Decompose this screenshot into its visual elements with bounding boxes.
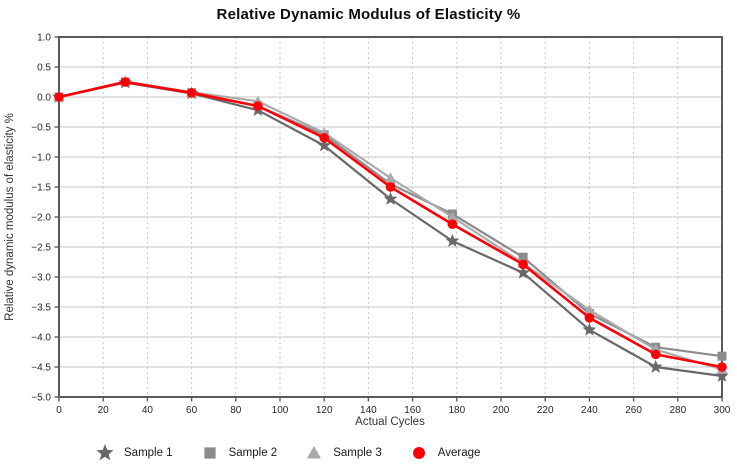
circle-marker [54, 92, 64, 102]
star-icon [96, 444, 114, 461]
circle-marker [584, 313, 595, 323]
circle-marker [650, 349, 661, 360]
y-tick-label: −3.0 [31, 273, 51, 284]
circle-marker [120, 77, 131, 87]
plot-border [58, 36, 723, 398]
y-tick-label: −4.5 [31, 363, 51, 374]
series-sample-2 [54, 77, 727, 361]
circle-marker [447, 219, 458, 229]
series-average [54, 77, 727, 372]
axis-ticks: 1.0 0.5 0.0 −0.5 −1.0 −1.5 −2.0 −2.5 −3.0 −3.5 −4.… [31, 33, 731, 417]
x-tick-label: 160 [404, 405, 421, 416]
triangle-marker [446, 211, 458, 222]
y-tick-label: −1.5 [31, 183, 51, 194]
circle-marker [319, 133, 330, 143]
y-tick-label: 0.5 [37, 63, 51, 74]
x-tick-label: 20 [98, 405, 110, 416]
circle-marker [518, 259, 528, 270]
square-icon [203, 447, 216, 459]
square-marker [717, 351, 727, 361]
y-tick-label: −5.0 [31, 393, 51, 404]
chart-canvas: 1.0 0.5 0.0 −0.5 −1.0 −1.5 −2.0 −2.5 −3.0 −3.5 −4.… [4, 33, 731, 429]
triangle-icon [307, 446, 322, 459]
square-icon-shape [203, 447, 216, 459]
x-tick-label: 280 [669, 405, 686, 416]
star-marker [582, 322, 597, 336]
chart-legend: Sample 1 Sample 2 Sample 3 Average [95, 444, 480, 462]
star-marker [445, 233, 460, 247]
y-tick-label: −3.5 [31, 303, 51, 314]
x-tick-label: 140 [360, 405, 377, 416]
y-axis-label: Relative dynamic modulus of elasticity % [4, 113, 16, 321]
chart-title: Relative Dynamic Modulus of Elasticity % [216, 6, 521, 23]
legend-label-sample-3: Sample 3 [333, 447, 382, 459]
circle-marker [717, 362, 727, 372]
series-sample-1 [52, 75, 729, 382]
square-marker [518, 252, 528, 262]
y-tick-label: −4.0 [31, 333, 51, 344]
data-series [52, 75, 729, 382]
x-tick-label: 300 [714, 405, 731, 416]
legend-item-sample-3: Sample 3 [304, 444, 382, 462]
triangle-marker [583, 304, 595, 315]
star-marker [383, 191, 398, 205]
x-tick-label: 220 [537, 405, 554, 416]
x-tick-label: 180 [448, 405, 465, 416]
series-line-sample-2 [58, 80, 723, 358]
x-tick-label: 40 [142, 405, 154, 416]
x-tick-label: 80 [230, 405, 242, 416]
x-tick-label: 60 [186, 405, 198, 416]
star-icon-shape [96, 444, 114, 461]
circle-marker [186, 88, 197, 98]
star-marker [648, 359, 663, 373]
legend-item-sample-2: Sample 2 [200, 444, 278, 462]
circle-marker [385, 182, 396, 192]
y-tick-label: −2.0 [31, 213, 51, 224]
legend-label-sample-2: Sample 2 [228, 447, 278, 459]
y-tick-label: −2.5 [31, 243, 51, 254]
legend-label-sample-1: Sample 1 [124, 447, 173, 459]
star-marker [317, 138, 332, 152]
legend-item-sample-1: Sample 1 [95, 444, 173, 462]
star-marker [516, 265, 530, 279]
x-tick-label: 240 [581, 405, 598, 416]
x-tick-label: 200 [493, 405, 510, 416]
y-tick-label: 1.0 [37, 33, 51, 44]
y-tick-label: 0.0 [37, 93, 51, 104]
series-line-sample-3 [58, 80, 723, 371]
circle-marker [253, 101, 263, 111]
triangle-icon-shape [307, 446, 322, 459]
gridlines [58, 36, 723, 398]
y-tick-label: −0.5 [31, 123, 51, 134]
x-tick-label: 120 [316, 405, 333, 416]
plot-frame [58, 36, 723, 398]
legend-label-average: Average [437, 447, 481, 459]
x-axis-label: Actual Cycles [355, 416, 425, 428]
x-tick-label: 100 [272, 405, 289, 416]
series-line-average [58, 80, 723, 369]
circle-icon-shape [412, 447, 425, 459]
star-marker [715, 368, 729, 382]
x-tick-label: 0 [56, 405, 62, 416]
legend-item-average: Average [409, 444, 481, 462]
triangle-marker [384, 172, 397, 183]
series-sample-3 [53, 75, 728, 374]
circle-icon [412, 447, 425, 459]
y-tick-label: −1.0 [31, 153, 51, 164]
x-tick-label: 260 [625, 405, 642, 416]
